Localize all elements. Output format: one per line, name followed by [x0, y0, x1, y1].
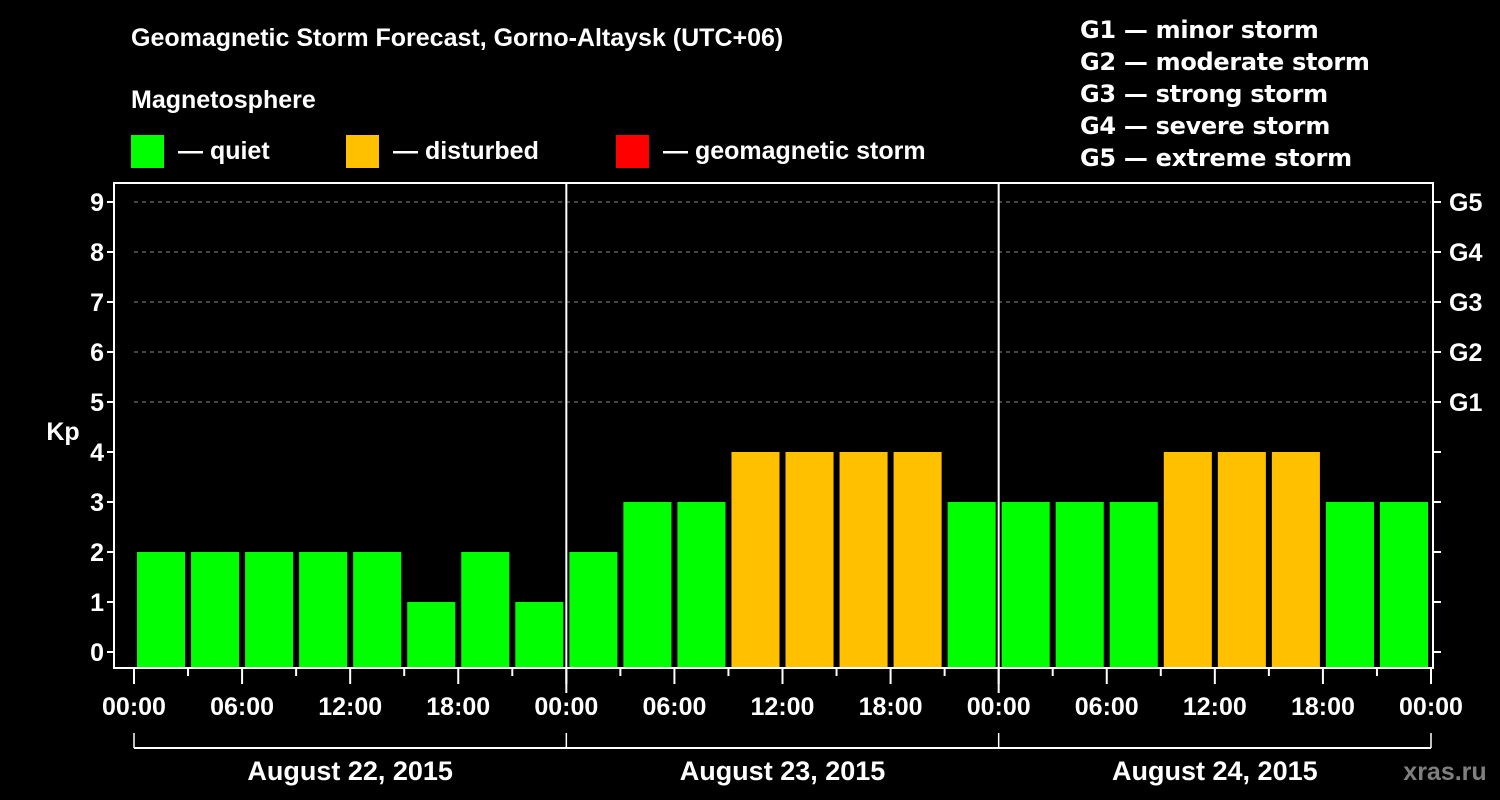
kp-bar [893, 452, 942, 667]
kp-bar [1379, 502, 1428, 667]
svg-text:2: 2 [90, 539, 104, 567]
magnetosphere-heading: Magnetosphere [131, 86, 316, 114]
kp-bar [461, 552, 510, 667]
storm-scale-g5: G5 — extreme storm [1080, 144, 1352, 172]
svg-text:1: 1 [90, 589, 104, 617]
svg-text:18:00: 18:00 [1291, 693, 1355, 721]
svg-text:06:00: 06:00 [210, 693, 274, 721]
kp-bar [1001, 502, 1050, 667]
legend-label: — geomagnetic storm [663, 136, 926, 165]
svg-text:G3: G3 [1449, 289, 1482, 317]
svg-text:06:00: 06:00 [642, 693, 706, 721]
svg-text:August 24, 2015: August 24, 2015 [1112, 756, 1318, 786]
kp-bar [191, 552, 240, 667]
watermark: xras.ru [1403, 758, 1486, 786]
kp-bar [839, 452, 888, 667]
chart-title: Geomagnetic Storm Forecast, Gorno-Altays… [131, 24, 784, 52]
x-axis: 00:00 06:00 12:00 18:00 00:00 06:00 12:00 18:00… [102, 667, 1463, 721]
legend-quiet: — quiet [131, 134, 270, 168]
disturbed-swatch [346, 134, 379, 168]
svg-text:7: 7 [90, 289, 104, 317]
legend-storm: — geomagnetic storm [616, 134, 926, 168]
plot-frame [113, 182, 1434, 693]
svg-text:12:00: 12:00 [318, 693, 382, 721]
kp-bar [1271, 452, 1320, 667]
svg-text:G5: G5 [1449, 189, 1482, 217]
svg-text:06:00: 06:00 [1075, 693, 1139, 721]
legend-label: — disturbed [393, 136, 539, 165]
svg-text:0: 0 [90, 639, 104, 667]
svg-text:August 23, 2015: August 23, 2015 [680, 756, 886, 786]
storm-scale-g2: G2 — moderate storm [1080, 48, 1370, 76]
svg-text:12:00: 12:00 [751, 693, 815, 721]
svg-text:August 22, 2015: August 22, 2015 [247, 756, 453, 786]
svg-text:18:00: 18:00 [426, 693, 490, 721]
kp-bar [407, 602, 456, 667]
kp-bar [731, 452, 780, 667]
kp-bar [677, 502, 726, 667]
y-axis-label: Kp [46, 418, 79, 446]
storm-swatch [616, 134, 649, 168]
svg-text:6: 6 [90, 339, 104, 367]
kp-bar [137, 552, 186, 667]
storm-scale-list: G1 — minor storm G2 — moderate storm G3 … [1080, 14, 1370, 174]
svg-text:9: 9 [90, 189, 104, 217]
kp-bar [299, 552, 348, 667]
svg-text:00:00: 00:00 [102, 693, 166, 721]
svg-text:8: 8 [90, 239, 104, 267]
kp-bar [785, 452, 834, 667]
svg-text:G2: G2 [1449, 339, 1482, 367]
day-labels: August 22, 2015 August 23, 2015 August 24,… [133, 733, 1432, 786]
svg-text:3: 3 [90, 489, 104, 517]
svg-text:4: 4 [90, 439, 104, 467]
legend-label: — quiet [178, 136, 270, 165]
svg-text:00:00: 00:00 [1399, 693, 1463, 721]
bars [137, 452, 1428, 667]
svg-text:00:00: 00:00 [967, 693, 1031, 721]
kp-bar [569, 552, 618, 667]
quiet-swatch [131, 134, 164, 168]
y-axis: 0 1 2 3 4 5 6 7 8 9 [90, 189, 114, 667]
storm-scale-g4: G4 — severe storm [1080, 112, 1331, 140]
kp-bar [1217, 452, 1266, 667]
svg-text:5: 5 [90, 389, 104, 417]
svg-text:18:00: 18:00 [859, 693, 923, 721]
svg-text:00:00: 00:00 [534, 693, 598, 721]
kp-bar [623, 502, 672, 667]
kp-bar [245, 552, 294, 667]
gridlines [134, 201, 1431, 403]
legend-disturbed: — disturbed [346, 134, 539, 168]
storm-scale-g1: G1 — minor storm [1080, 16, 1319, 44]
storm-scale-g3: G3 — strong storm [1080, 80, 1328, 108]
g-scale-axis: G1 G2 G3 G4 G5 [1433, 189, 1482, 653]
kp-bar [1055, 502, 1104, 667]
kp-bar [947, 502, 996, 667]
kp-bar [1109, 502, 1158, 667]
svg-text:G1: G1 [1449, 389, 1482, 417]
svg-text:G4: G4 [1449, 239, 1482, 267]
kp-bar [1325, 502, 1374, 667]
svg-text:12:00: 12:00 [1183, 693, 1247, 721]
kp-bar [353, 552, 402, 667]
kp-bar [515, 602, 564, 667]
kp-bar [1163, 452, 1212, 667]
